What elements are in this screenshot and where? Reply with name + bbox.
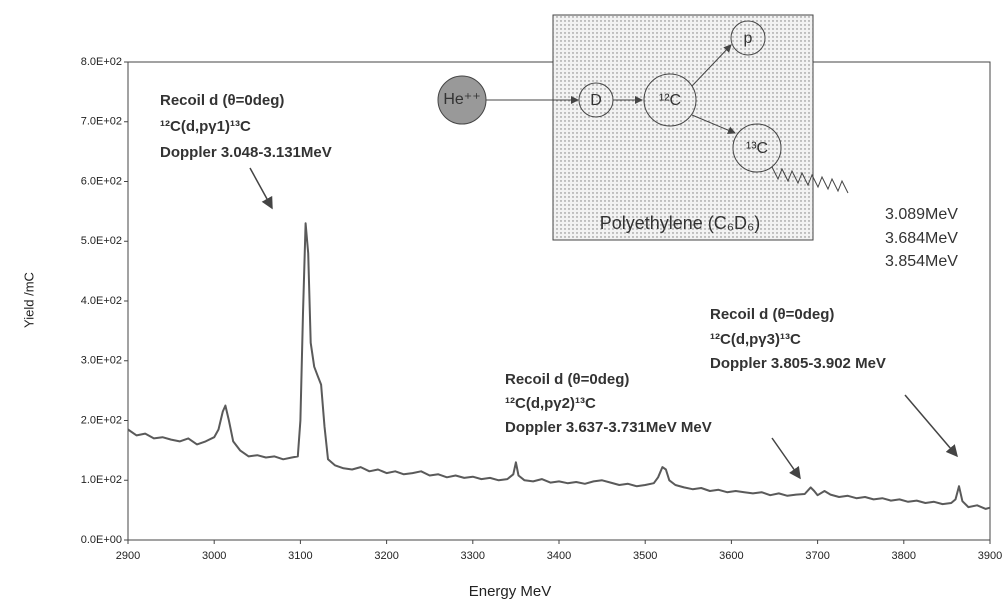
particle-label: D bbox=[590, 92, 602, 109]
target-label: Polyethylene (C₆D₆) bbox=[600, 213, 761, 233]
y-tick-label: 4.0E+02 bbox=[81, 295, 122, 307]
arrow bbox=[691, 44, 732, 87]
y-tick-label: 8.0E+02 bbox=[81, 56, 122, 68]
gamma-energy: 3.684MeV bbox=[885, 230, 958, 247]
arrow bbox=[771, 437, 801, 480]
particle-label: p bbox=[744, 30, 753, 47]
particle-label: ¹²C bbox=[659, 92, 681, 109]
spectrum-line bbox=[127, 222, 991, 510]
x-tick-label: 3700 bbox=[805, 550, 829, 562]
x-tick-label: 2900 bbox=[116, 550, 140, 562]
annotation: Doppler 3.048-3.131MeV bbox=[160, 144, 332, 161]
x-tick-label: 3900 bbox=[978, 550, 1002, 562]
annotation: Recoil d (θ=0deg) bbox=[505, 371, 629, 388]
x-tick-label: 3400 bbox=[547, 550, 571, 562]
annotation: ¹²C(d,pγ1)¹³C bbox=[160, 118, 251, 135]
x-axis-label: Energy MeV bbox=[469, 583, 552, 600]
x-tick-label: 3200 bbox=[374, 550, 398, 562]
particle bbox=[732, 123, 782, 173]
arrow bbox=[249, 167, 273, 210]
x-tick-label: 3500 bbox=[633, 550, 657, 562]
annotation: ¹²C(d,pγ3)¹³C bbox=[710, 331, 801, 348]
gamma-energy: 3.089MeV bbox=[885, 206, 958, 223]
y-tick-label: 2.0E+02 bbox=[81, 414, 122, 426]
annotation: ¹²C(d,pγ2)¹³C bbox=[505, 395, 596, 412]
y-axis-label: Yield /mC bbox=[21, 272, 36, 328]
y-tick-label: 0.0E+00 bbox=[81, 534, 122, 546]
particle bbox=[730, 20, 766, 56]
x-tick-label: 3800 bbox=[892, 550, 916, 562]
annotation: Doppler 3.805-3.902 MeV bbox=[710, 355, 886, 372]
annotation: Recoil d (θ=0deg) bbox=[160, 92, 284, 109]
x-tick-label: 3300 bbox=[461, 550, 485, 562]
y-tick-label: 6.0E+02 bbox=[81, 175, 122, 187]
particle-label: He⁺⁺ bbox=[443, 91, 480, 108]
annotation: Recoil d (θ=0deg) bbox=[710, 306, 834, 323]
gamma-ray bbox=[771, 166, 849, 194]
inset-diagram: He⁺⁺ D ¹²C p ¹³C Polyethylene (C₆D₆) 3.0… bbox=[437, 14, 958, 270]
gamma-energy: 3.854MeV bbox=[885, 253, 958, 270]
y-tick-label: 5.0E+02 bbox=[81, 235, 122, 247]
particle-label: ¹³C bbox=[746, 140, 768, 157]
x-tick-label: 3100 bbox=[288, 550, 312, 562]
y-tick-label: 3.0E+02 bbox=[81, 355, 122, 367]
x-tick-label: 3600 bbox=[719, 550, 743, 562]
y-tick-label: 1.0E+02 bbox=[81, 474, 122, 486]
y-tick-label: 7.0E+02 bbox=[81, 116, 122, 128]
x-tick-label: 3000 bbox=[202, 550, 226, 562]
particle bbox=[643, 73, 697, 127]
annotation: Doppler 3.637-3.731MeV MeV bbox=[505, 419, 712, 436]
arrow bbox=[691, 114, 736, 134]
arrow bbox=[904, 394, 958, 458]
target-box bbox=[552, 14, 814, 241]
